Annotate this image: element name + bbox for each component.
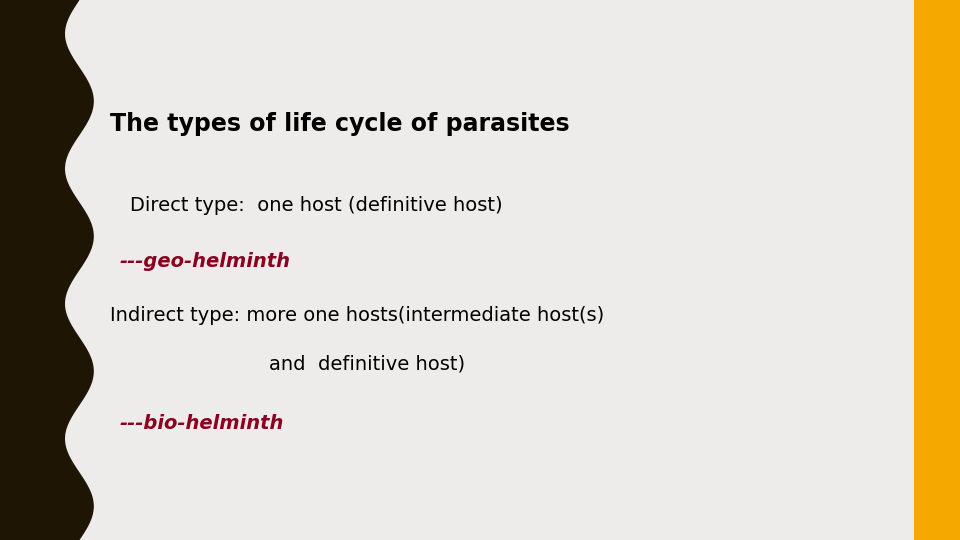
Polygon shape — [0, 0, 93, 540]
Bar — [914, 0, 960, 540]
Text: and  definitive host): and definitive host) — [269, 355, 465, 374]
Text: Indirect type: more one hosts(intermediate host(s): Indirect type: more one hosts(intermedia… — [110, 306, 605, 326]
Text: ---bio-helminth: ---bio-helminth — [120, 414, 284, 434]
Text: ---geo-helminth: ---geo-helminth — [120, 252, 291, 272]
Text: Direct type:  one host (definitive host): Direct type: one host (definitive host) — [130, 195, 502, 215]
Text: The types of life cycle of parasites: The types of life cycle of parasites — [110, 112, 570, 136]
